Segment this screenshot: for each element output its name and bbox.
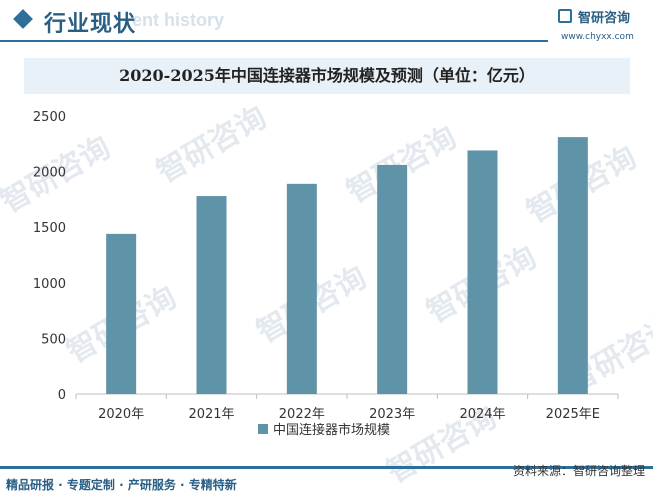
header-band <box>0 0 653 46</box>
bar-chart: 0 500 1000 1500 2000 2500 2020年 2021年 2022年 2023年… <box>33 110 619 438</box>
chart-title: 2020-2025年中国连接器市场规模及预测（单位：亿元） <box>119 66 535 85</box>
x-tick-label: 2022年 <box>279 407 325 422</box>
logo-icon <box>558 9 572 23</box>
bar <box>196 196 227 394</box>
x-tick-label: 2021年 <box>188 407 234 422</box>
footer-tagline: 精品研报 · 专题定制 · 产研服务 · 专精特新 <box>6 478 237 492</box>
legend-label: 中国连接器市场规模 <box>273 422 390 438</box>
y-tick-label: 500 <box>41 332 66 347</box>
x-tick-label: 2020年 <box>98 407 144 422</box>
y-tick-label: 2500 <box>33 110 66 125</box>
logo-url: www.chyxx.com <box>561 32 634 42</box>
x-tick-label: 2024年 <box>459 407 505 422</box>
bar <box>286 183 317 394</box>
header-divider <box>0 40 548 42</box>
y-tick-label: 2000 <box>33 166 66 181</box>
footer-divider <box>0 466 653 469</box>
y-tick-label: 1000 <box>33 277 66 292</box>
y-tick-label: 0 <box>58 388 66 403</box>
x-tick-label: 2025年E <box>546 407 600 422</box>
source-note: 资料来源：智研咨询整理 <box>512 464 645 478</box>
legend-swatch <box>258 424 268 434</box>
chart-title-band <box>24 58 630 94</box>
header-watermark: ent history <box>132 10 225 30</box>
bar <box>557 137 588 394</box>
logo-text: 智研咨询 <box>578 11 631 26</box>
bar <box>377 164 408 394</box>
y-tick-label: 1500 <box>33 221 66 236</box>
bar <box>106 233 137 394</box>
page-title: 行业现状 <box>44 12 137 37</box>
bar <box>467 150 498 394</box>
x-tick-label: 2023年 <box>369 407 415 422</box>
